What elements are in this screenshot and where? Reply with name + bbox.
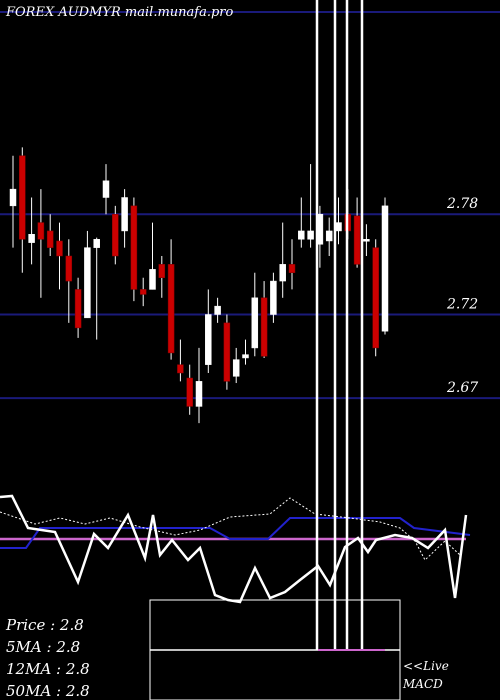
candle-up — [242, 354, 249, 359]
candle-down — [37, 222, 45, 240]
candle-up — [93, 239, 100, 248]
stat-5ma: 5MA : 2.8 — [6, 638, 80, 656]
candles — [9, 147, 389, 424]
candle-up — [363, 239, 370, 242]
candle-up — [298, 230, 305, 240]
candle-down — [186, 377, 193, 407]
ma-blue-line — [0, 517, 471, 549]
candle-down — [56, 240, 63, 257]
candle-down — [260, 297, 268, 357]
candle-up — [9, 188, 17, 207]
candle-down — [167, 264, 175, 354]
candle-up — [195, 381, 203, 407]
macd-line — [0, 494, 468, 604]
candle-up — [335, 222, 342, 232]
candle-down — [353, 215, 361, 265]
candle-up — [121, 197, 128, 232]
candle-down — [112, 213, 119, 257]
candle-down — [223, 322, 231, 382]
candle-up — [381, 205, 389, 332]
candle-down — [372, 247, 379, 349]
stats-panel: Price : 2.8 5MA : 2.8 12MA : 2.8 50MA : 2.8 — [5, 616, 90, 700]
candle-down — [158, 264, 166, 278]
candle-up — [325, 230, 333, 242]
candle-up — [205, 314, 212, 365]
candle-down — [19, 155, 26, 240]
stat-12ma: 12MA : 2.8 — [6, 660, 90, 678]
candle-up — [232, 359, 240, 377]
y-tick-label: 2.67 — [446, 380, 478, 396]
y-axis-ticks: 2.78 2.72 2.67 — [446, 196, 478, 396]
candle-up — [102, 180, 110, 198]
stat-50ma: 50MA : 2.8 — [6, 682, 90, 700]
y-tick-label: 2.78 — [446, 196, 478, 212]
candle-up — [270, 280, 277, 315]
candle-down — [177, 364, 184, 374]
macd-label: MACD — [402, 677, 443, 691]
candle-up — [214, 305, 221, 315]
candle-up — [279, 264, 286, 282]
live-label: <<Live — [403, 659, 449, 673]
y-tick-label: 2.72 — [446, 297, 478, 313]
candle-up — [149, 269, 156, 290]
candle-down — [46, 230, 54, 248]
candle-down — [288, 264, 296, 273]
candle-up — [251, 297, 259, 349]
candle-down — [65, 255, 73, 282]
gridlines — [0, 11, 500, 400]
candle-up — [307, 230, 314, 240]
chart-title: FOREX AUDMYR mail.munafa.pro — [5, 5, 234, 20]
candle-down — [130, 205, 138, 290]
candle-down — [74, 289, 82, 329]
candle-up — [28, 234, 35, 243]
stat-price: Price : 2.8 — [5, 616, 84, 634]
indicator-lines — [0, 0, 471, 700]
candle-down — [139, 289, 147, 295]
candle-up — [84, 247, 91, 319]
